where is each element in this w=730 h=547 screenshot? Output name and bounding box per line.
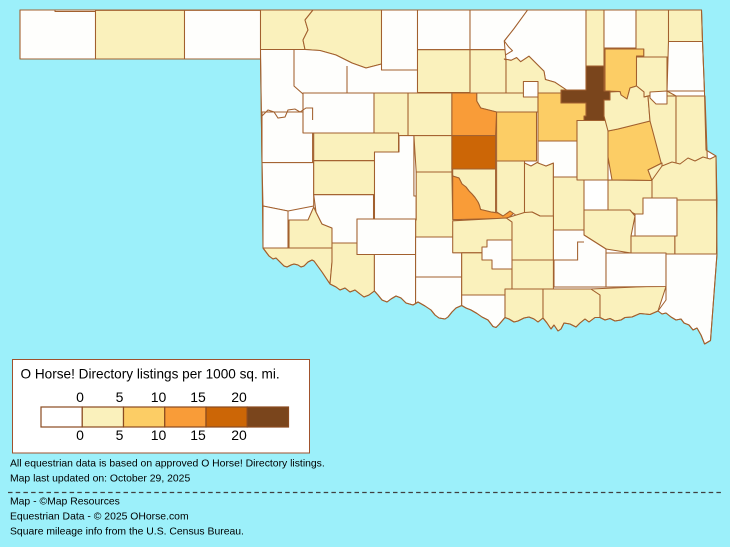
svg-text:15: 15	[190, 389, 206, 405]
svg-text:Map last updated on: October 2: Map last updated on: October 29, 2025	[10, 474, 190, 485]
svg-text:20: 20	[231, 427, 247, 443]
svg-text:O Horse! Directory listings pe: O Horse! Directory listings per 1000 sq.…	[21, 367, 280, 382]
svg-text:All equestrian data is based o: All equestrian data is based on approved…	[10, 459, 325, 470]
svg-text:0: 0	[76, 389, 84, 405]
svg-text:5: 5	[116, 427, 124, 443]
svg-text:10: 10	[151, 427, 167, 443]
svg-text:10: 10	[151, 389, 167, 405]
svg-text:20: 20	[231, 389, 247, 405]
svg-text:Map - ©Map Resources: Map - ©Map Resources	[10, 497, 120, 508]
svg-text:0: 0	[76, 427, 84, 443]
svg-text:Square mileage info from the U: Square mileage info from the U.S. Census…	[10, 527, 244, 538]
svg-text:5: 5	[116, 389, 124, 405]
svg-text:Equestrian Data - © 2025 OHors: Equestrian Data - © 2025 OHorse.com	[10, 512, 189, 523]
svg-text:15: 15	[190, 427, 206, 443]
